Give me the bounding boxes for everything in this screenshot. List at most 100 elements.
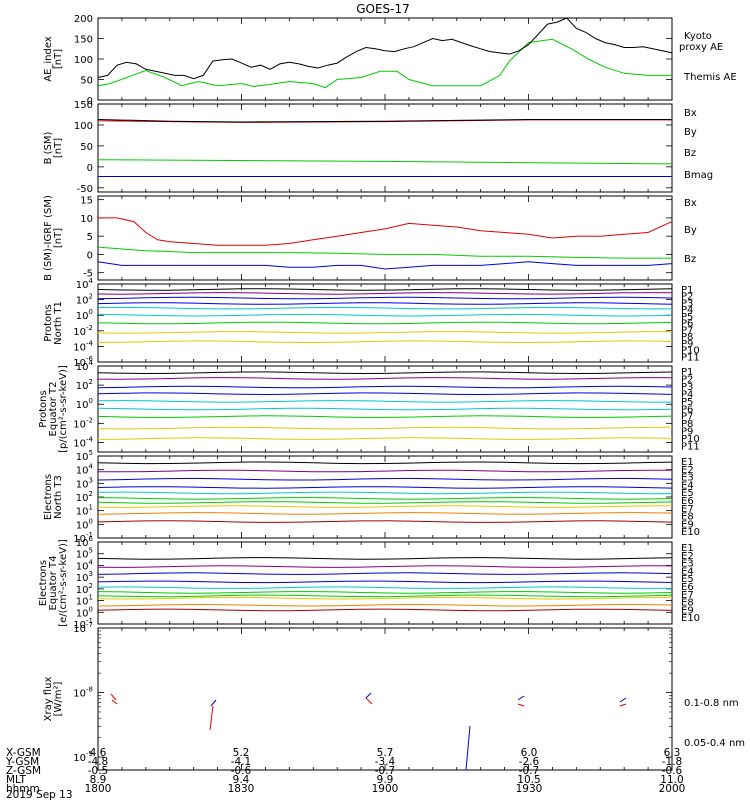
channel-line-p6 bbox=[97, 313, 673, 317]
legend-e9: E9 bbox=[681, 519, 694, 530]
channel-line-p7 bbox=[97, 321, 673, 325]
y-tick-label: 100 bbox=[76, 308, 93, 322]
channel-line-e3 bbox=[97, 572, 673, 575]
channel-line-p4 bbox=[97, 392, 673, 396]
orbit-value: -0.6 bbox=[662, 765, 683, 777]
y-tick-label: 10-6 bbox=[73, 355, 93, 369]
series-line-bx bbox=[97, 261, 673, 270]
y-tick-label: -5 bbox=[83, 269, 93, 280]
orbit-value: 8.9 bbox=[90, 774, 107, 786]
legend-e8: E8 bbox=[681, 512, 694, 523]
channel-line-p1 bbox=[97, 288, 673, 291]
y-tick-label: 102 bbox=[76, 378, 93, 392]
legend-e4: E4 bbox=[681, 480, 694, 491]
plot-title: GOES-17 bbox=[356, 2, 410, 16]
orbit-value: -1.8 bbox=[662, 756, 683, 768]
channel-line-e1 bbox=[97, 461, 673, 465]
xray-mark bbox=[210, 699, 217, 707]
orbit-row-label: Z-GSM bbox=[6, 765, 41, 777]
y-tick-label: 100 bbox=[74, 55, 93, 66]
channel-line-e4 bbox=[97, 486, 673, 489]
panel-frame bbox=[97, 541, 673, 625]
legend-e9: E9 bbox=[681, 605, 694, 616]
channel-line-e9 bbox=[97, 512, 673, 515]
y-tick-label: 10-4 bbox=[73, 339, 93, 353]
legend-0-1-0-8-nm: 0.1-0.8 nm bbox=[684, 698, 739, 709]
legend-p9: P9 bbox=[681, 339, 693, 350]
y-tick-label: 102 bbox=[76, 490, 93, 504]
orbit-value: -0.6 bbox=[231, 765, 252, 777]
panel-frame bbox=[97, 17, 673, 101]
orbit-value: 11.0 bbox=[660, 774, 683, 786]
y-axis-label: North T1 bbox=[53, 301, 64, 345]
legend-kyoto-line2: proxy AE bbox=[679, 42, 723, 53]
y-tick-label: 10 bbox=[80, 214, 93, 225]
channel-line-e7 bbox=[97, 594, 673, 598]
legend-0-05-0-4-nm: 0.05-0.4 nm bbox=[684, 738, 745, 749]
legend-p6: P6 bbox=[681, 404, 693, 415]
y-axis-label: [nT] bbox=[53, 49, 64, 69]
y-tick-label: 104 bbox=[76, 359, 94, 373]
y-tick-label: 10-4 bbox=[73, 435, 93, 449]
y-tick-label: 5 bbox=[87, 232, 93, 243]
panel-bdiff: -5 0 5 10 15 B (SM)-IGRF (SM) [nT] Bx By Bz bbox=[43, 195, 697, 281]
y-tick-label: 150 bbox=[74, 100, 93, 111]
legend-e10: E10 bbox=[681, 527, 700, 538]
legend-bmag: Bmag bbox=[684, 170, 713, 181]
orbit-value: -0.7 bbox=[375, 765, 396, 777]
legend-bz: Bz bbox=[684, 148, 696, 159]
y-tick-label: 200 bbox=[74, 14, 93, 25]
y-axis-label: [nT] bbox=[53, 228, 64, 248]
legend-e6: E6 bbox=[681, 582, 694, 593]
legend-e7: E7 bbox=[681, 504, 694, 515]
legend-e2: E2 bbox=[681, 465, 694, 476]
orbit-value: -4.1 bbox=[231, 756, 252, 768]
y-tick-label: 102 bbox=[76, 582, 93, 596]
y-tick-label: 0 bbox=[87, 163, 93, 174]
y-tick-label: 0 bbox=[87, 250, 93, 261]
y-tick-label: 50 bbox=[80, 142, 93, 153]
legend-e3: E3 bbox=[681, 473, 694, 484]
legend-e7: E7 bbox=[681, 590, 694, 601]
legend-e4: E4 bbox=[681, 566, 694, 577]
legend-by: By bbox=[684, 127, 697, 138]
y-tick-label: 100 bbox=[76, 397, 93, 411]
legend-p1: P1 bbox=[681, 367, 693, 378]
orbit-value: 5.2 bbox=[233, 747, 250, 759]
legend-themis-ae: Themis AE bbox=[683, 72, 737, 83]
xray-mark bbox=[110, 693, 117, 701]
y-tick-label: 104 bbox=[76, 277, 94, 291]
y-axis-label: AE_index bbox=[43, 36, 54, 82]
panel-frame bbox=[97, 283, 673, 363]
xray-mark bbox=[619, 703, 627, 707]
y-tick-label: -50 bbox=[77, 184, 93, 195]
channel-line-p2 bbox=[97, 292, 673, 295]
y-axis-label: Protons bbox=[43, 304, 54, 341]
y-axis-label: Xray flux bbox=[43, 677, 54, 722]
channel-line-p7 bbox=[97, 415, 673, 418]
legend-e8: E8 bbox=[681, 598, 694, 609]
channel-line-e9 bbox=[97, 603, 673, 607]
orbit-row-label: MLT bbox=[6, 774, 26, 786]
y-tick-label: 150 bbox=[74, 35, 93, 46]
y-axis-label: North T3 bbox=[53, 475, 64, 519]
panel-protons_t2: 10-4 10-2 100 102 104 Protons Equator T2 [p/(cm… bbox=[38, 359, 700, 453]
channel-line-e2 bbox=[97, 565, 673, 568]
legend-e2: E2 bbox=[681, 551, 694, 562]
y-tick-label: 0 bbox=[87, 96, 93, 107]
channel-line-e5 bbox=[97, 586, 672, 589]
y-axis-label: Equator T2 bbox=[48, 382, 59, 437]
y-tick-label: 10-1 bbox=[73, 531, 93, 545]
legend-bz: Bz bbox=[684, 254, 696, 265]
xray-mark bbox=[365, 697, 373, 705]
y-axis-label: Electrons bbox=[38, 560, 49, 606]
legend-p7: P7 bbox=[681, 412, 693, 423]
channel-line-p1 bbox=[97, 371, 673, 375]
orbit-value: 9.9 bbox=[377, 774, 394, 786]
legend-p9: P9 bbox=[681, 427, 693, 438]
